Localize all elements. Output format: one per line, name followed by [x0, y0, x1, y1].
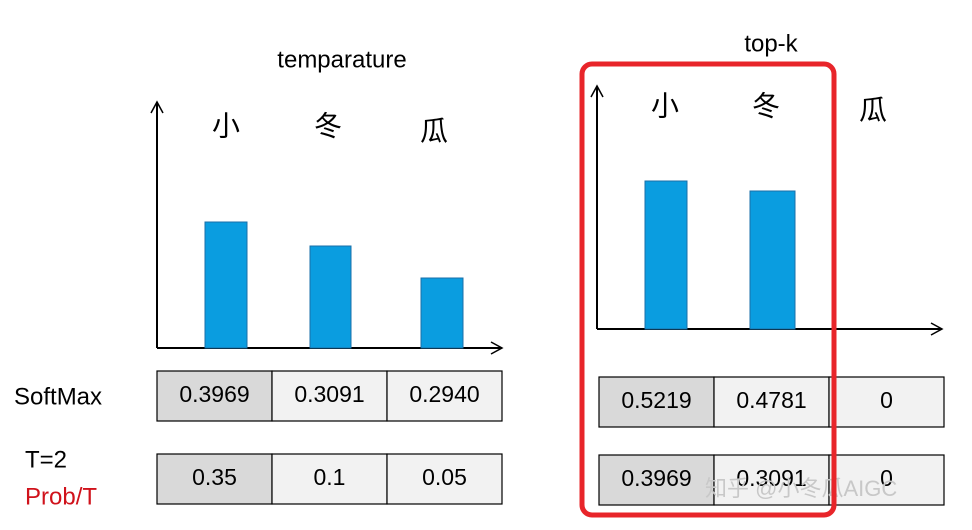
bar	[644, 180, 688, 330]
cell-box	[713, 454, 830, 506]
cell-text: 0.2940	[409, 381, 479, 407]
table-cell: 0.5219	[598, 376, 715, 428]
cell-box	[713, 376, 830, 428]
cell-box	[156, 453, 273, 505]
table-cell: 0.4781	[713, 376, 830, 428]
cell-box	[386, 453, 503, 505]
cell-text: 0.3969	[621, 465, 691, 491]
cell-text: 0	[880, 387, 893, 413]
cell-text: 0.05	[422, 464, 467, 490]
cell-box	[598, 376, 715, 428]
table-cell: 0.05	[386, 453, 503, 505]
cell-box	[271, 370, 388, 422]
cell-box	[828, 454, 945, 506]
cell-text: 0	[880, 465, 893, 491]
bar	[749, 190, 796, 330]
table-cell: 0.2940	[386, 370, 503, 422]
bar-label: 小	[651, 90, 679, 123]
bar-label: 小	[212, 110, 240, 143]
cell-text: 0.4781	[736, 387, 806, 413]
table-cell: 0.3091	[271, 370, 388, 422]
bar-label: 瓜	[420, 115, 448, 148]
cell-box	[156, 370, 273, 422]
table-cell: 0.3969	[156, 370, 273, 422]
cell-text: 0.35	[192, 464, 237, 490]
cell-text: 0.1	[314, 464, 346, 490]
cell-box	[386, 370, 503, 422]
bar-label: 瓜	[859, 94, 887, 127]
bar-label: 冬	[314, 110, 342, 143]
watermark: 知乎 @小冬瓜AIGC	[705, 476, 897, 501]
row-label: T=2	[25, 446, 67, 473]
row-label: Prob/T	[25, 483, 97, 510]
panel-title: top-k	[744, 30, 798, 57]
cell-box	[598, 454, 715, 506]
bar	[204, 221, 248, 349]
table-cell: 0.35	[156, 453, 273, 505]
table-cell: 0.1	[271, 453, 388, 505]
cell-text: 0.3969	[179, 381, 249, 407]
bar	[420, 277, 464, 349]
bar-label: 冬	[752, 90, 780, 123]
cell-text: 0.5219	[621, 387, 691, 413]
table-cell: 0.3091	[713, 454, 830, 506]
cell-box	[828, 376, 945, 428]
table-cell: 0	[828, 454, 945, 506]
cell-text: 0.3091	[294, 381, 364, 407]
panel-title: temparature	[277, 46, 406, 73]
table-cell: 0	[828, 376, 945, 428]
bar	[309, 245, 352, 349]
table-cell: 0.3969	[598, 454, 715, 506]
cell-text: 0.3091	[736, 465, 806, 491]
highlight-box	[579, 61, 837, 518]
row-label: SoftMax	[14, 383, 102, 410]
